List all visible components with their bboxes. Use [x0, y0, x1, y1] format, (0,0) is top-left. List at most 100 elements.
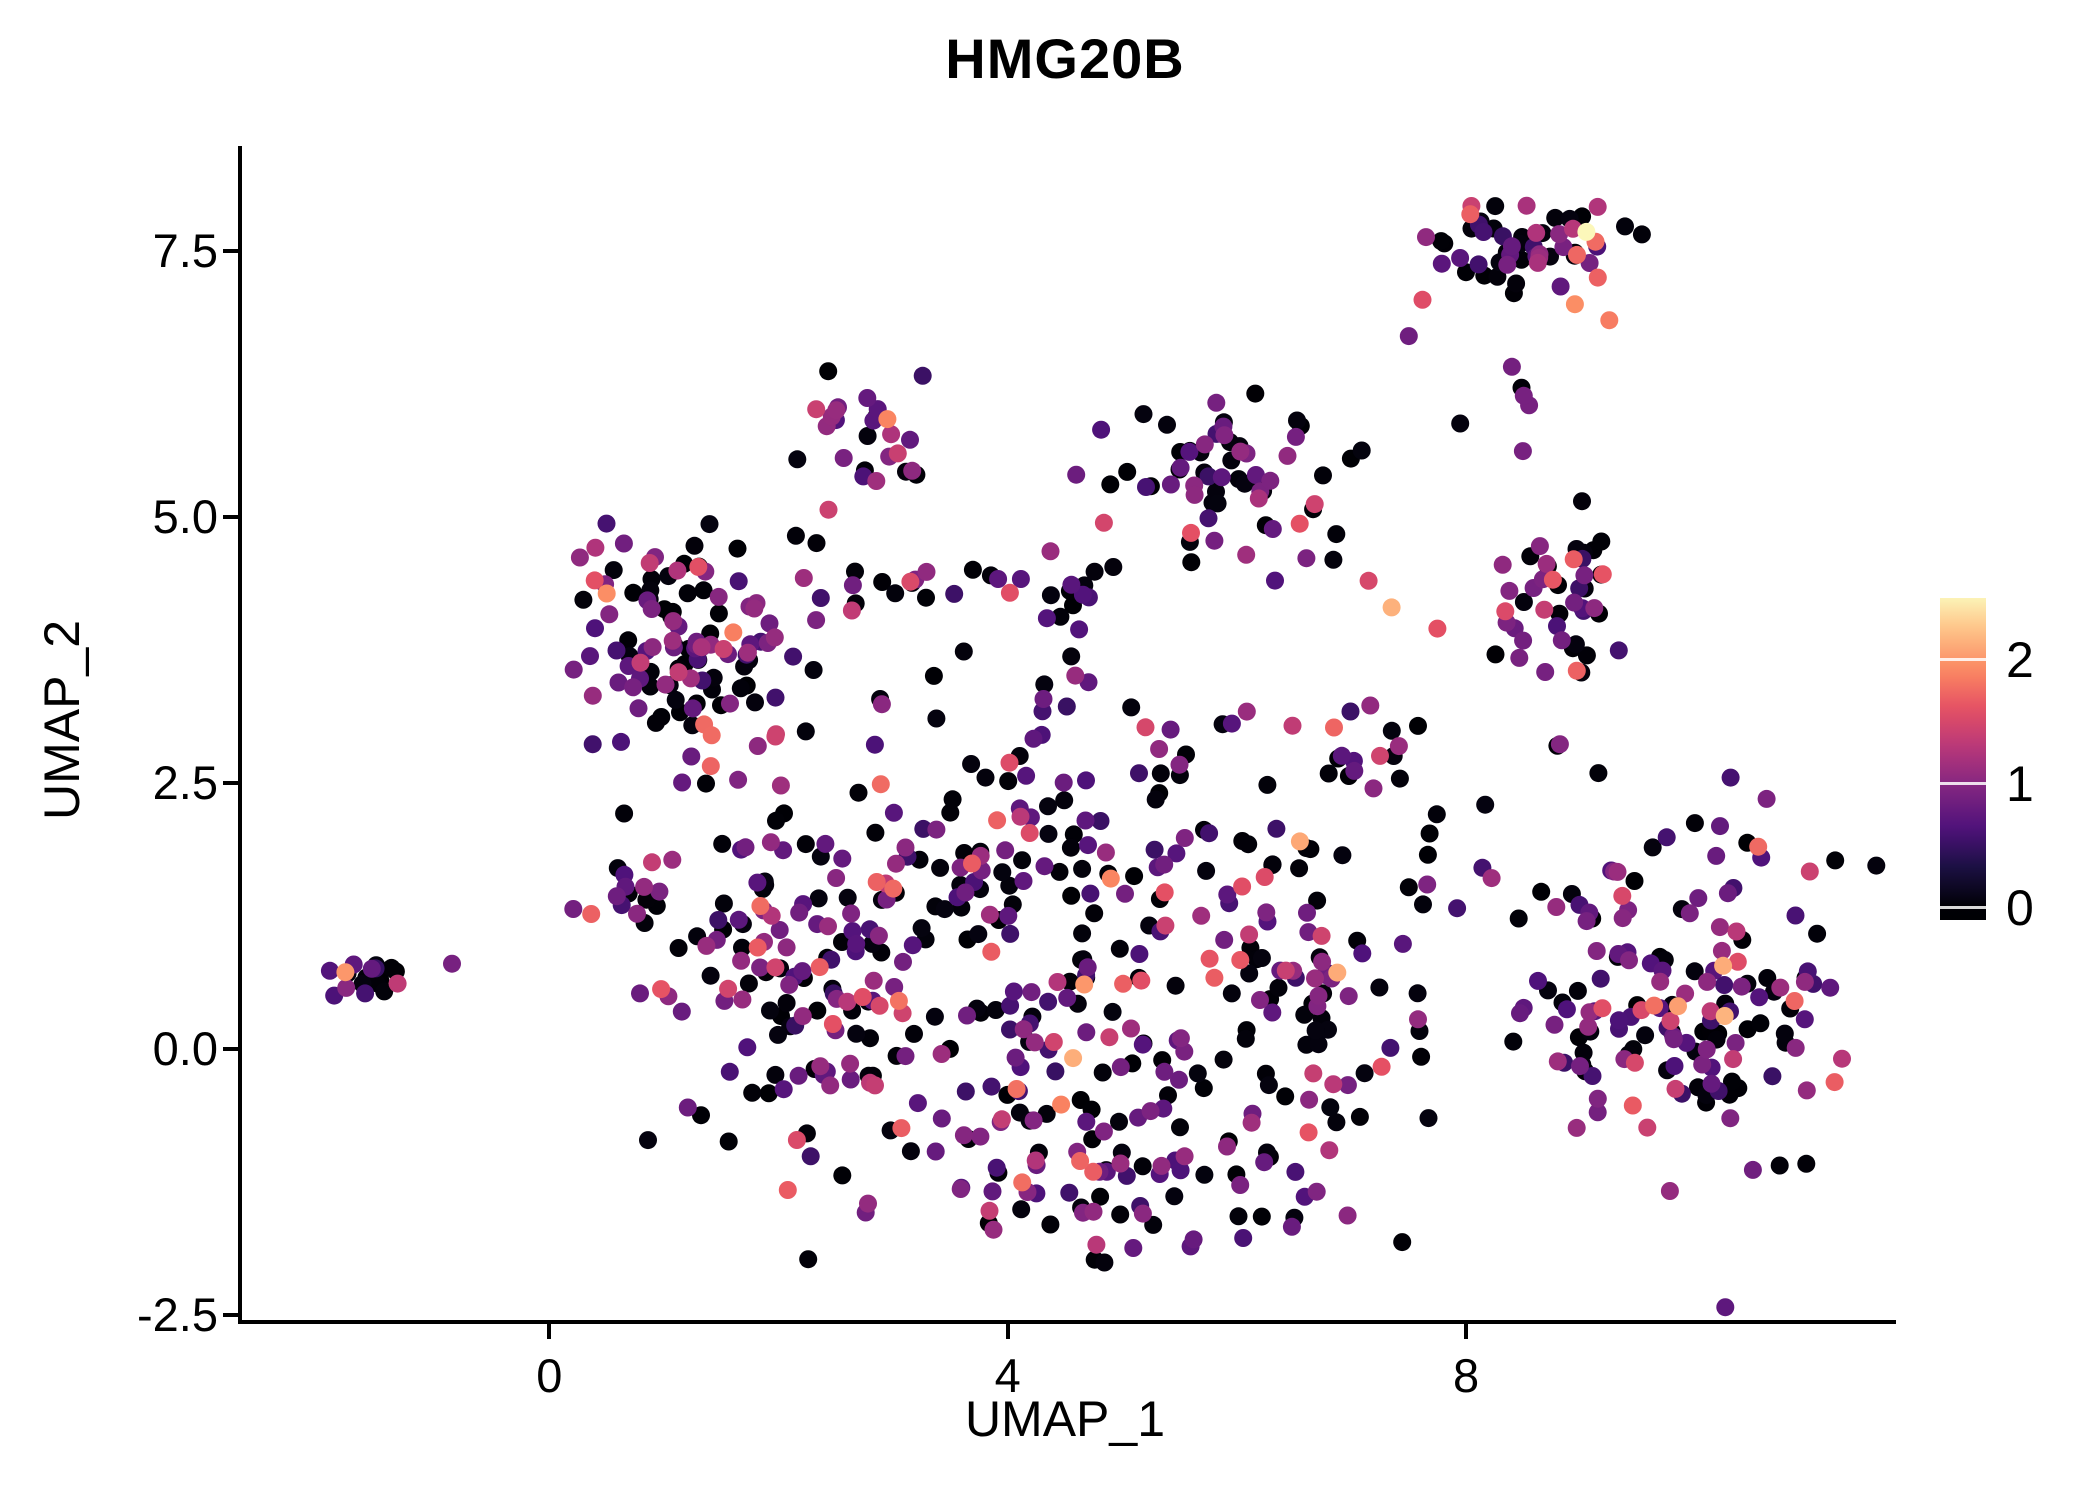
data-point: [988, 811, 1007, 830]
data-point: [1299, 1123, 1318, 1142]
data-point: [1414, 895, 1432, 914]
data-point: [1826, 851, 1845, 870]
data-point: [1240, 925, 1259, 944]
data-point: [896, 838, 915, 857]
data-point: [943, 790, 962, 809]
data-point: [1509, 909, 1528, 928]
data-point: [954, 642, 973, 661]
data-point: [1057, 697, 1076, 716]
data-point: [689, 557, 708, 576]
data-point: [337, 978, 356, 997]
data-point: [1075, 975, 1094, 994]
data-point: [1249, 489, 1268, 508]
data-point: [1039, 992, 1058, 1011]
data-point: [931, 858, 950, 877]
data-point: [685, 536, 704, 555]
data-point: [1657, 828, 1676, 847]
data-point: [807, 400, 826, 419]
legend-label: 1: [2006, 755, 2034, 812]
data-point: [1199, 467, 1218, 486]
data-point: [1608, 862, 1627, 881]
legend-tick-mark: [1940, 906, 1986, 910]
data-point: [793, 1007, 812, 1026]
data-point: [1103, 1002, 1122, 1021]
data-point: [1084, 1162, 1103, 1181]
data-point: [1058, 988, 1077, 1007]
data-point: [941, 803, 960, 822]
data-point: [1231, 951, 1250, 969]
data-point: [1536, 663, 1555, 681]
data-point: [1592, 532, 1611, 551]
data-point: [1171, 1029, 1190, 1048]
data-point: [709, 604, 728, 623]
data-point: [1134, 405, 1153, 424]
data-point: [1350, 1107, 1369, 1126]
data-point: [700, 515, 719, 534]
data-point: [664, 612, 683, 631]
x-tick-mark: [1005, 1324, 1010, 1339]
data-point: [1409, 716, 1427, 735]
data-point: [1233, 877, 1252, 896]
data-point: [913, 366, 932, 385]
y-tick-mark: [223, 1046, 238, 1051]
data-point: [1087, 1235, 1106, 1254]
data-point: [1150, 740, 1169, 758]
data-point: [1660, 1182, 1679, 1200]
data-point: [1199, 509, 1218, 528]
data-point: [1034, 690, 1053, 708]
data-point: [388, 974, 407, 993]
data-point: [1156, 916, 1175, 935]
data-point: [1685, 962, 1704, 981]
data-point: [1252, 1207, 1271, 1226]
data-point: [1419, 1109, 1438, 1128]
data-point: [1133, 1204, 1152, 1223]
data-point: [1710, 918, 1729, 937]
data-point: [841, 1054, 860, 1073]
data-point: [631, 653, 650, 672]
data-point: [1488, 267, 1507, 286]
data-point: [751, 897, 770, 915]
data-point: [1085, 904, 1104, 923]
data-point: [1307, 1182, 1326, 1201]
y-tick-label: 7.5: [152, 224, 218, 278]
data-point: [774, 1080, 793, 1099]
data-point: [1500, 581, 1519, 600]
data-point: [784, 647, 803, 666]
data-point: [1001, 1020, 1019, 1039]
data-point: [1324, 550, 1343, 569]
data-point: [1333, 846, 1352, 865]
data-point: [1557, 1000, 1576, 1019]
data-point: [643, 853, 661, 872]
data-point: [884, 879, 903, 898]
legend-label: 2: [2006, 631, 2034, 688]
data-point: [770, 921, 789, 939]
data-point: [1625, 1053, 1644, 1072]
data-point: [1222, 714, 1241, 733]
data-point: [846, 562, 864, 581]
legend-colorbar: [1940, 598, 1986, 920]
data-point: [1212, 468, 1231, 487]
data-point: [969, 925, 988, 944]
data-point: [666, 690, 685, 709]
data-point: [789, 1066, 808, 1085]
data-point: [1001, 996, 1020, 1015]
data-point: [1208, 494, 1227, 513]
data-point: [1651, 972, 1670, 991]
y-tick-label: 0.0: [152, 1021, 218, 1075]
data-point: [1077, 1112, 1096, 1131]
data-point: [1546, 208, 1565, 227]
data-point: [1661, 1012, 1680, 1030]
data-point: [1039, 797, 1057, 816]
data-point: [1314, 466, 1332, 485]
data-point: [1258, 775, 1277, 794]
y-tick-label: 5.0: [152, 489, 218, 543]
data-point: [1390, 769, 1409, 788]
data-point: [1094, 513, 1113, 532]
data-point: [1577, 646, 1596, 665]
data-point: [896, 1047, 915, 1066]
data-point: [604, 561, 623, 580]
data-point: [869, 926, 888, 945]
data-point: [1155, 855, 1174, 874]
data-point: [597, 514, 616, 533]
data-point: [1623, 1096, 1642, 1115]
